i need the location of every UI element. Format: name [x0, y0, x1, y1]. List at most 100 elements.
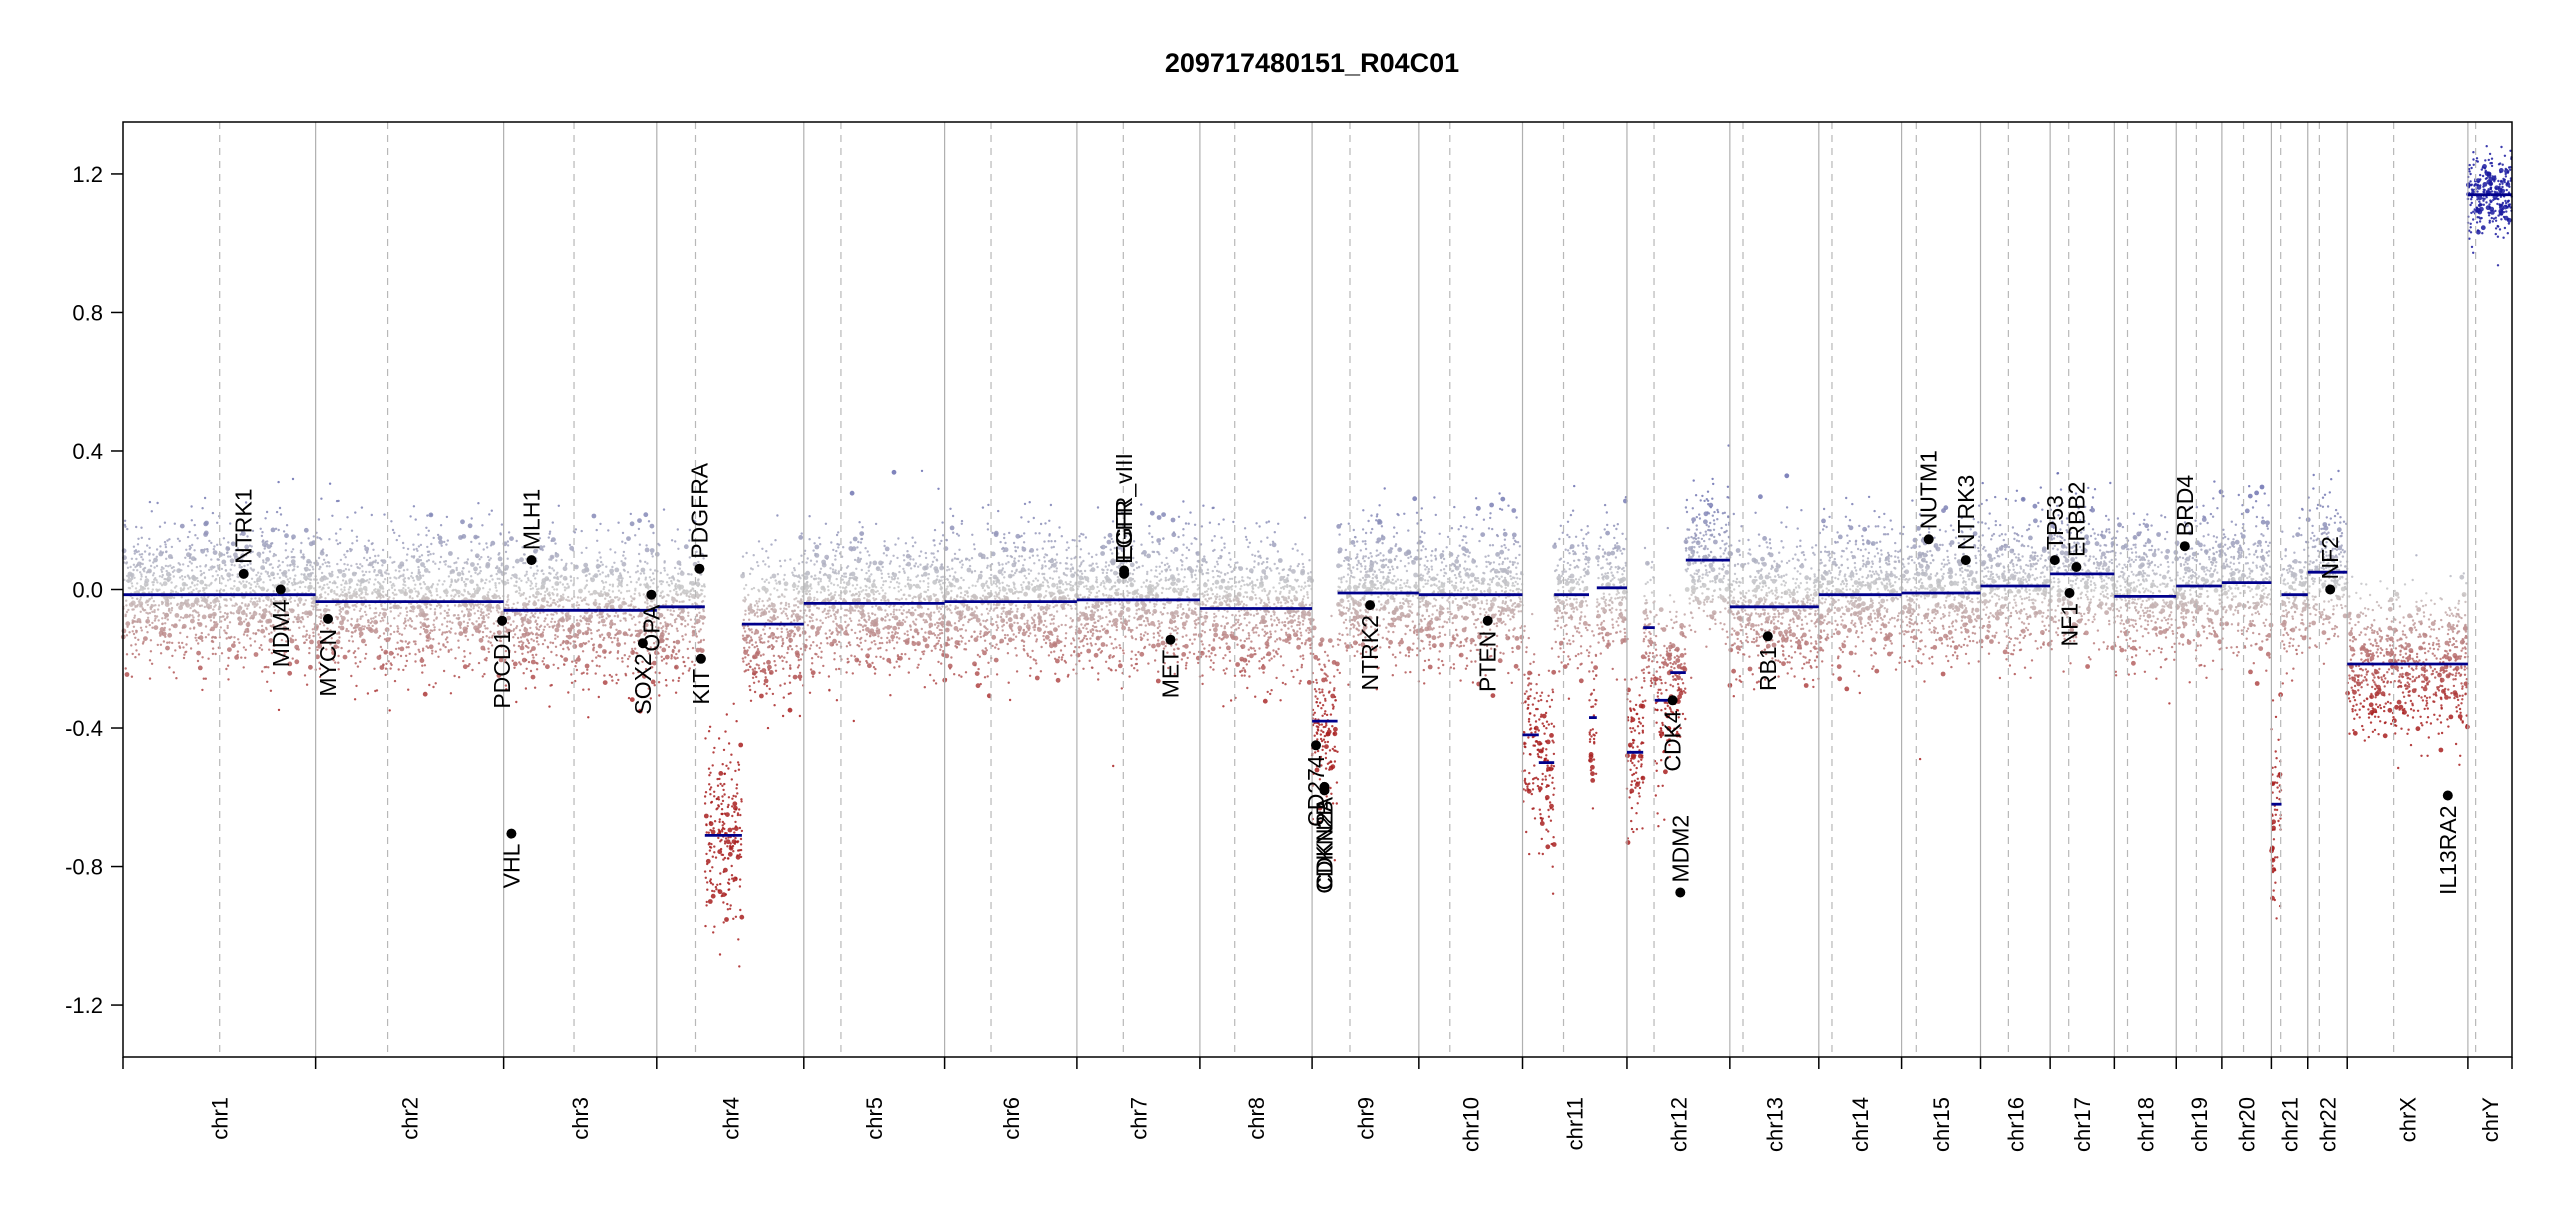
probe-point	[530, 638, 533, 641]
probe-point	[783, 656, 786, 659]
probe-point	[789, 666, 792, 670]
probe-point	[400, 633, 404, 636]
probe-point	[372, 548, 375, 551]
probe-point	[682, 638, 685, 641]
probe-point	[246, 607, 249, 610]
probe-point	[133, 620, 136, 623]
probe-point	[721, 784, 724, 787]
probe-point	[317, 556, 321, 560]
probe-point	[525, 603, 528, 607]
probe-point	[783, 581, 789, 587]
probe-point	[618, 604, 623, 609]
probe-point	[616, 657, 619, 660]
probe-point	[200, 604, 204, 607]
probe-point	[586, 672, 589, 675]
probe-point	[392, 597, 395, 600]
probe-point	[172, 671, 175, 674]
probe-point	[132, 608, 135, 611]
probe-point	[837, 667, 841, 671]
probe-point	[611, 679, 614, 682]
probe-point	[427, 550, 431, 553]
probe-point	[132, 563, 136, 566]
probe-point	[196, 622, 200, 625]
probe-point	[828, 593, 831, 596]
probe-point	[308, 586, 311, 590]
probe-point	[812, 549, 815, 552]
probe-point	[551, 617, 554, 620]
probe-point	[451, 621, 454, 624]
probe-point	[361, 565, 364, 568]
probe-point	[328, 572, 331, 575]
probe-point	[860, 568, 863, 572]
probe-point	[523, 574, 527, 577]
probe-point	[723, 793, 726, 796]
probe-point	[783, 607, 786, 610]
probe-point	[919, 657, 922, 660]
probe-point	[405, 659, 409, 663]
probe-point	[389, 624, 392, 628]
probe-point	[132, 545, 136, 548]
probe-point	[353, 698, 357, 701]
probe-point	[674, 587, 678, 590]
probe-point	[615, 682, 618, 685]
probe-point	[297, 613, 300, 617]
probe-point	[358, 580, 361, 583]
probe-point	[736, 812, 740, 815]
probe-point	[488, 513, 491, 516]
probe-point	[742, 627, 746, 630]
probe-point	[673, 645, 676, 648]
probe-point	[691, 660, 694, 663]
probe-point	[152, 600, 156, 603]
probe-point	[757, 600, 761, 603]
probe-point	[482, 614, 485, 618]
probe-point	[351, 542, 354, 545]
probe-point	[398, 534, 401, 538]
probe-point	[793, 633, 797, 636]
probe-point	[362, 627, 365, 631]
probe-point	[150, 662, 154, 665]
probe-point	[129, 572, 135, 578]
probe-point	[482, 611, 485, 614]
probe-point	[152, 561, 155, 564]
probe-point	[785, 614, 788, 617]
probe-point	[156, 643, 159, 647]
probe-point	[451, 597, 454, 601]
probe-point	[249, 637, 252, 640]
probe-point	[940, 613, 943, 616]
probe-point	[187, 587, 190, 590]
probe-point	[244, 501, 248, 504]
probe-point	[841, 578, 844, 581]
probe-point	[305, 633, 308, 636]
probe-point	[284, 602, 287, 606]
probe-point	[744, 669, 748, 672]
probe-point	[273, 605, 276, 608]
probe-point	[163, 626, 166, 630]
probe-point	[358, 594, 361, 597]
probe-point	[362, 585, 368, 591]
probe-point	[179, 587, 183, 590]
probe-point	[737, 849, 740, 852]
probe-point	[742, 660, 745, 663]
probe-point	[700, 585, 704, 588]
probe-point	[723, 782, 726, 786]
probe-point	[486, 546, 489, 549]
probe-point	[810, 670, 816, 676]
probe-point	[365, 626, 369, 630]
probe-point	[786, 617, 789, 620]
probe-point	[258, 646, 261, 650]
probe-point	[713, 845, 716, 848]
probe-point	[682, 600, 685, 603]
probe-point	[725, 713, 728, 716]
probe-point	[364, 643, 367, 647]
probe-point	[799, 647, 803, 650]
probe-point	[634, 629, 637, 633]
probe-point	[278, 564, 281, 567]
probe-point	[564, 612, 570, 618]
probe-point	[260, 644, 263, 647]
probe-point	[272, 590, 275, 593]
probe-point	[912, 558, 915, 561]
probe-point	[239, 558, 244, 564]
probe-point	[874, 604, 878, 607]
probe-point	[617, 574, 623, 580]
